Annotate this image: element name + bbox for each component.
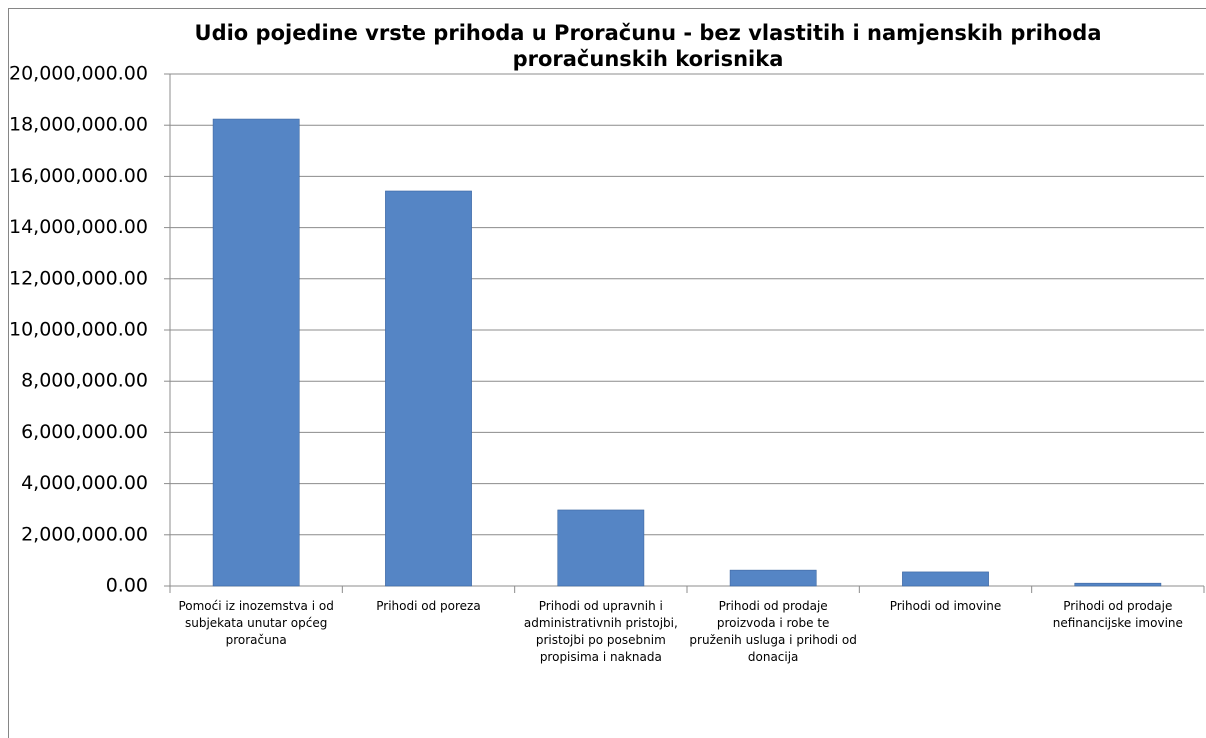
x-tick-label: Prihodi od poreza xyxy=(376,599,481,613)
y-tick-label: 12,000,000.00 xyxy=(9,267,148,289)
chart-title: Udio pojedine vrste prihoda u Proračunu … xyxy=(194,21,1102,71)
y-tick-label: 20,000,000.00 xyxy=(9,63,148,85)
bar xyxy=(1074,582,1162,587)
x-tick-label: Prihodi od prodaje nefinancijske imovine xyxy=(1052,599,1183,630)
y-tick-label: 10,000,000.00 xyxy=(9,319,148,341)
bar xyxy=(385,190,472,587)
y-tick-label: 14,000,000.00 xyxy=(9,216,148,238)
bar xyxy=(557,509,645,587)
y-tick-label: 16,000,000.00 xyxy=(9,165,148,187)
y-tick-label: 2,000,000.00 xyxy=(21,523,148,545)
x-tick-label: Prihodi od upravnih i administrativnih p… xyxy=(523,599,678,664)
chart-border xyxy=(8,8,1206,738)
x-tick-label: Pomoći iz inozemstva i od subjekata unut… xyxy=(178,599,334,647)
bar xyxy=(212,118,300,587)
x-tick-label: Prihodi od prodaje proizvoda i robe te p… xyxy=(689,599,857,664)
y-tick-label: 4,000,000.00 xyxy=(21,472,148,494)
x-tick-label: Prihodi od imovine xyxy=(889,599,1002,613)
bar xyxy=(729,569,817,587)
y-tick-label: 18,000,000.00 xyxy=(9,114,148,136)
y-tick-label: 8,000,000.00 xyxy=(21,370,148,392)
y-tick-label: 0.00 xyxy=(106,575,148,597)
bar xyxy=(902,571,989,587)
y-tick-label: 6,000,000.00 xyxy=(21,421,148,443)
